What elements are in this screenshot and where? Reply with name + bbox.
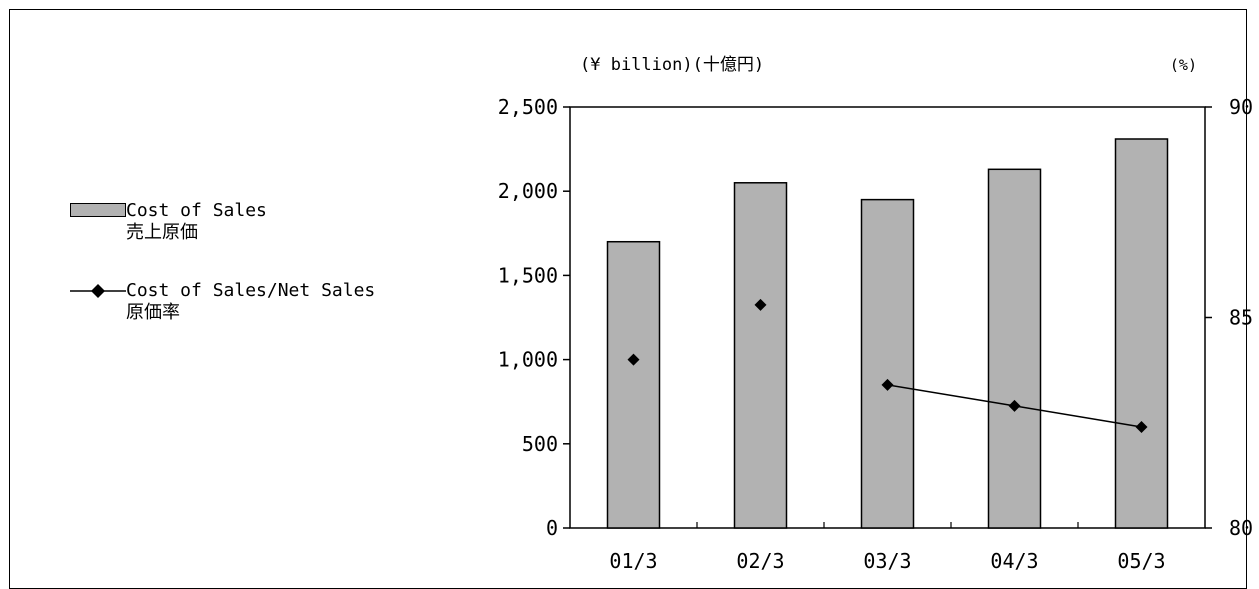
point-cost-ratio: [754, 298, 767, 311]
legend-item-cost-ratio: Cost of Sales/Net Sales 原価率: [70, 280, 490, 324]
chart-legend: Cost of Sales 売上原価 Cost of Sales/Net Sal…: [70, 200, 490, 360]
legend-label-cost-of-sales: Cost of Sales 売上原価: [126, 200, 267, 244]
right-axis-tick-label: 80: [1229, 516, 1253, 540]
legend-label-ja: 原価率: [126, 302, 180, 323]
left-axis-unit-label: (¥ billion)(十億円): [580, 55, 764, 75]
bar-cost-of-sales: [1114, 138, 1169, 529]
x-axis-category-label: 02/3: [736, 549, 784, 573]
left-axis-tick-label: 500: [522, 432, 558, 456]
point-cost-ratio: [1135, 420, 1148, 433]
bar-cost-of-sales: [733, 182, 788, 529]
left-axis-tick-label: 2,500: [498, 95, 558, 119]
bar-cost-of-sales: [860, 198, 915, 529]
legend-label-ja: 売上原価: [126, 222, 198, 243]
right-axis-tick-label: 90: [1229, 95, 1253, 119]
legend-label-cost-ratio: Cost of Sales/Net Sales 原価率: [126, 280, 375, 324]
point-cost-ratio: [627, 353, 640, 366]
point-cost-ratio: [1008, 399, 1021, 412]
x-axis-category-label: 01/3: [609, 549, 657, 573]
left-axis-tick-label: 0: [546, 516, 558, 540]
legend-item-cost-of-sales: Cost of Sales 売上原価: [70, 200, 490, 244]
legend-label-en: Cost of Sales: [126, 200, 267, 221]
right-axis-unit-label: (%): [1170, 56, 1197, 74]
x-axis-category-label: 04/3: [990, 549, 1038, 573]
bar-cost-of-sales: [606, 240, 661, 529]
bar-cost-of-sales: [987, 168, 1042, 529]
left-axis-tick-label: 2,000: [498, 179, 558, 203]
left-axis-tick-label: 1,500: [498, 263, 558, 287]
right-axis-tick-label: 85: [1229, 306, 1253, 330]
legend-swatch-line: [70, 284, 126, 298]
x-axis-category-label: 03/3: [863, 549, 911, 573]
point-cost-ratio: [881, 378, 894, 391]
legend-marker-diamond: [91, 284, 105, 298]
legend-label-en: Cost of Sales/Net Sales: [126, 280, 376, 301]
x-axis-category-label: 05/3: [1117, 549, 1165, 573]
legend-swatch-bar: [70, 203, 126, 217]
left-axis-tick-label: 1,000: [498, 348, 558, 372]
plot-area: 0 500 1,000 1,500 2,000 2,500 80 85 90 (¥ billion…: [498, 55, 1253, 573]
